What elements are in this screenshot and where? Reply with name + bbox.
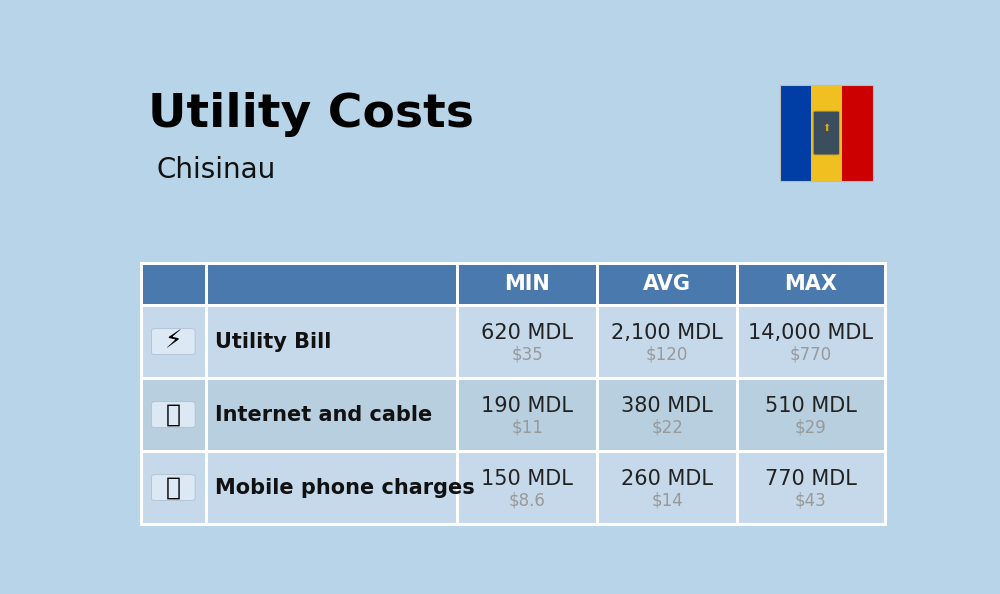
Bar xyxy=(140,378,885,451)
Bar xyxy=(737,263,885,305)
Text: $770: $770 xyxy=(790,346,832,364)
Text: ⬆: ⬆ xyxy=(822,124,830,134)
Text: Chisinau: Chisinau xyxy=(156,156,275,184)
Text: $43: $43 xyxy=(795,492,827,510)
FancyBboxPatch shape xyxy=(151,402,195,428)
Bar xyxy=(206,378,457,451)
Text: MAX: MAX xyxy=(784,274,837,294)
Bar xyxy=(140,263,206,305)
Text: $35: $35 xyxy=(512,346,543,364)
Bar xyxy=(457,451,597,524)
Text: MIN: MIN xyxy=(505,274,550,294)
Bar xyxy=(737,451,885,524)
Bar xyxy=(206,263,457,305)
Bar xyxy=(597,263,737,305)
Bar xyxy=(597,305,737,378)
Text: 14,000 MDL: 14,000 MDL xyxy=(748,323,873,343)
Bar xyxy=(737,378,885,451)
Bar xyxy=(140,305,206,378)
Text: $8.6: $8.6 xyxy=(509,492,546,510)
Bar xyxy=(737,305,885,378)
Bar xyxy=(140,378,206,451)
Bar xyxy=(780,85,811,181)
Text: 260 MDL: 260 MDL xyxy=(621,469,713,489)
Text: $29: $29 xyxy=(795,419,827,437)
Text: $120: $120 xyxy=(646,346,688,364)
Bar xyxy=(457,305,597,378)
Text: 510 MDL: 510 MDL xyxy=(765,396,857,416)
Bar xyxy=(140,263,885,305)
Text: 620 MDL: 620 MDL xyxy=(481,323,573,343)
Bar xyxy=(842,85,873,181)
Text: 190 MDL: 190 MDL xyxy=(481,396,573,416)
Text: 770 MDL: 770 MDL xyxy=(765,469,857,489)
Text: 📶: 📶 xyxy=(166,403,181,426)
FancyBboxPatch shape xyxy=(151,475,195,501)
Bar xyxy=(780,85,873,181)
Bar xyxy=(140,451,885,524)
Text: Mobile phone charges: Mobile phone charges xyxy=(215,478,475,498)
Text: $22: $22 xyxy=(651,419,683,437)
Bar xyxy=(206,451,457,524)
Text: Utility Bill: Utility Bill xyxy=(215,331,332,352)
Text: Internet and cable: Internet and cable xyxy=(215,405,433,425)
Bar xyxy=(457,378,597,451)
FancyBboxPatch shape xyxy=(151,328,195,355)
Bar xyxy=(140,451,206,524)
Bar xyxy=(457,263,597,305)
FancyBboxPatch shape xyxy=(813,111,840,155)
Text: AVG: AVG xyxy=(643,274,691,294)
Bar xyxy=(811,85,842,181)
Bar xyxy=(597,378,737,451)
Bar xyxy=(140,305,885,378)
Bar xyxy=(206,305,457,378)
Text: 📱: 📱 xyxy=(166,476,181,500)
Text: 150 MDL: 150 MDL xyxy=(481,469,573,489)
Text: $14: $14 xyxy=(651,492,683,510)
Text: $11: $11 xyxy=(511,419,543,437)
Text: Utility Costs: Utility Costs xyxy=(148,92,474,137)
Bar xyxy=(597,451,737,524)
Text: 380 MDL: 380 MDL xyxy=(621,396,713,416)
Text: ⚡: ⚡ xyxy=(164,330,182,353)
Text: 2,100 MDL: 2,100 MDL xyxy=(611,323,723,343)
